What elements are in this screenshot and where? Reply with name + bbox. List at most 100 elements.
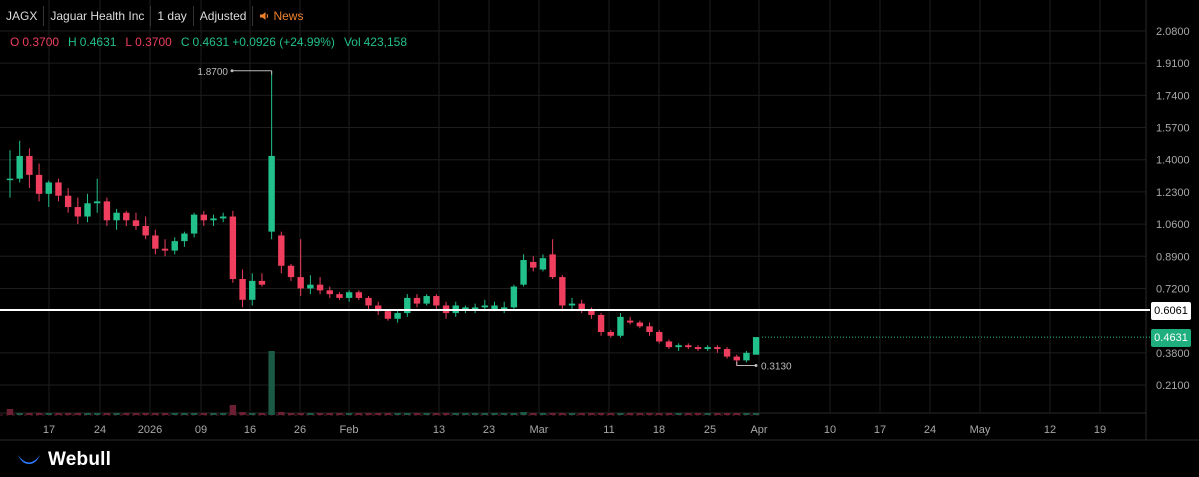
- volume-bar: [549, 413, 556, 415]
- candle-body: [239, 278, 246, 300]
- candle-body: [336, 294, 343, 298]
- candle-body: [103, 201, 111, 221]
- x-tick-label: Feb: [340, 424, 359, 436]
- candle-body: [355, 292, 363, 298]
- webull-bull-icon: [18, 455, 40, 464]
- horizontal-line-tag[interactable]: 0.6061: [1151, 302, 1191, 320]
- volume-bar: [55, 413, 62, 415]
- candle-body: [588, 309, 595, 315]
- volume-bar: [578, 413, 585, 415]
- volume-bar: [84, 413, 91, 415]
- volume-label: Vol: [343, 35, 361, 49]
- volume-bar: [452, 413, 459, 415]
- y-tick-label: 0.8900: [1156, 251, 1190, 263]
- candle-body: [549, 254, 556, 278]
- candle-body: [365, 297, 372, 306]
- volume-bar: [626, 413, 634, 415]
- volume-bar: [297, 413, 304, 415]
- symbol-label[interactable]: JAGX: [4, 6, 45, 26]
- candle-body: [520, 260, 527, 285]
- speaker-icon: [260, 12, 269, 20]
- candle-body: [394, 313, 401, 319]
- low-label: L: [125, 35, 133, 49]
- volume-bar: [45, 413, 52, 415]
- candle-body: [636, 322, 644, 327]
- volume-bar: [752, 413, 760, 415]
- volume-bar: [239, 412, 246, 415]
- webull-logo: Webull: [16, 449, 111, 471]
- candle-body: [210, 218, 217, 221]
- volume-bar: [142, 413, 149, 415]
- candle-body: [113, 212, 120, 221]
- x-tick-label: 17: [874, 424, 886, 436]
- candle-body: [530, 261, 537, 268]
- candle-body: [559, 277, 566, 306]
- y-tick-label: 1.2300: [1156, 187, 1190, 199]
- candle-body: [171, 241, 178, 251]
- candle-body: [404, 297, 411, 314]
- volume-bar: [161, 413, 169, 415]
- adjust-selector[interactable]: Adjusted: [194, 6, 254, 26]
- x-tick-label: 23: [483, 424, 495, 436]
- volume-bar: [113, 413, 120, 415]
- candle-body: [190, 214, 198, 234]
- candle-body: [568, 303, 576, 306]
- news-button[interactable]: News: [253, 6, 309, 26]
- x-tick-label: 2026: [138, 424, 162, 436]
- candle-body: [539, 258, 547, 270]
- candle-body: [694, 347, 702, 350]
- volume-bar: [132, 413, 140, 415]
- candle-body: [500, 307, 508, 310]
- candle-body: [64, 195, 72, 208]
- volume-bar: [307, 413, 314, 415]
- high-value: 0.4631: [79, 35, 117, 49]
- volume-bar: [656, 413, 663, 415]
- candle-body: [200, 214, 207, 221]
- volume-bar: [597, 413, 605, 415]
- volume-bar: [345, 413, 353, 415]
- low-annotation-label: 0.3130: [761, 362, 792, 373]
- candle-body: [646, 326, 653, 332]
- interval-selector[interactable]: 1 day: [151, 6, 194, 26]
- volume-bar: [471, 413, 479, 415]
- candle-body: [733, 356, 740, 361]
- candle-body: [675, 345, 682, 348]
- volume-bar: [433, 413, 440, 415]
- candle-body: [665, 341, 673, 348]
- volume-bar: [491, 413, 498, 415]
- candle-body: [123, 212, 130, 221]
- volume-bar: [355, 413, 363, 415]
- volume-bar: [181, 413, 188, 415]
- volume-bar: [568, 413, 576, 415]
- x-tick-label: 26: [294, 424, 306, 436]
- x-tick-label: 10: [824, 424, 836, 436]
- volume-bar: [714, 413, 721, 415]
- candle-body: [278, 235, 285, 266]
- last-price-tag: 0.4631: [1151, 329, 1191, 347]
- candle-body: [607, 331, 614, 336]
- candle-body: [413, 297, 421, 304]
- open-label: O: [10, 35, 20, 49]
- x-tick-label: 17: [43, 424, 55, 436]
- high-annotation-label: 1.8700: [197, 67, 228, 78]
- y-tick-label: 1.7400: [1156, 90, 1190, 102]
- candle-body: [6, 178, 14, 181]
- close-label: C: [180, 35, 190, 49]
- volume-bar: [442, 413, 450, 415]
- volume-bar: [694, 413, 702, 415]
- candle-body: [249, 280, 256, 300]
- high-annotation-dot: [230, 69, 234, 73]
- volume-bar: [423, 413, 430, 415]
- volume-bar: [152, 413, 159, 415]
- candle-body: [161, 248, 169, 251]
- candle-body: [142, 225, 149, 236]
- y-tick-label: 1.9100: [1156, 58, 1190, 70]
- candle-body: [94, 201, 101, 204]
- volume-bar: [258, 413, 266, 415]
- volume-bar: [278, 412, 285, 415]
- candle-body: [26, 155, 33, 175]
- volume-bar: [94, 413, 101, 415]
- close-value: 0.4631: [192, 35, 230, 49]
- candle-body: [423, 296, 430, 304]
